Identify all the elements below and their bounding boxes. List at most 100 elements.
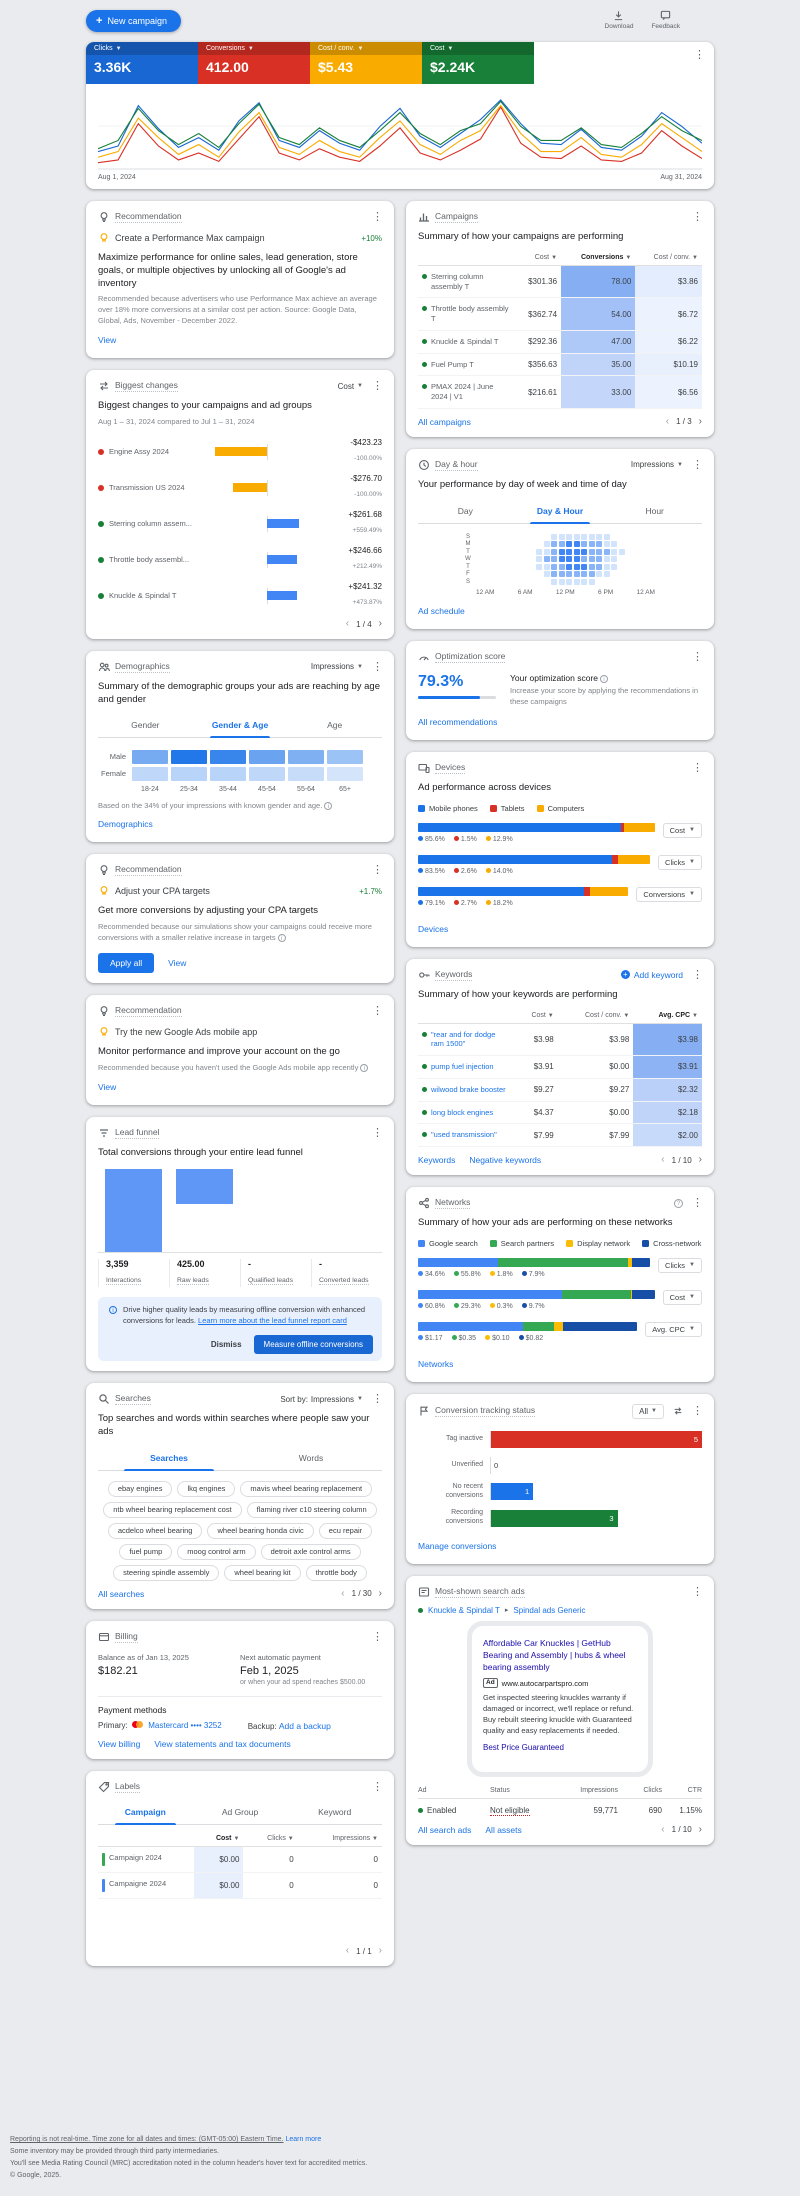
metric-selector-dropdown[interactable]: Clicks ▼	[658, 854, 702, 870]
tab-campaign[interactable]: Campaign	[98, 1801, 193, 1825]
tab-words[interactable]: Words	[298, 1452, 324, 1463]
column-header-ctr[interactable]: CTR	[687, 1786, 702, 1794]
all-assets-link[interactable]: All assets	[485, 1824, 522, 1835]
recommendation-item[interactable]: Create a Performance Max campaign +10%	[98, 232, 382, 244]
tab-gender-age[interactable]: Gender & Age	[193, 714, 288, 739]
metric-tile[interactable]: Conversions ▼ 412.00	[198, 42, 310, 84]
page-next-icon[interactable]: ›	[698, 1154, 702, 1165]
view-link[interactable]: View	[168, 957, 187, 968]
column-header-cost[interactable]: Cost ▼	[514, 1007, 558, 1024]
keyword-row[interactable]: wilwood brake booster $9.27 $9.27 $2.32	[418, 1078, 702, 1102]
search-term-chip[interactable]: fuel pump	[119, 1543, 173, 1560]
search-term-chip[interactable]: flaming river c10 steering column	[246, 1501, 377, 1518]
conversion-status-row[interactable]: Recording conversions 3	[418, 1509, 702, 1527]
search-term-chip[interactable]: detroit axle control arms	[260, 1543, 361, 1560]
column-header-conversions[interactable]: Conversions ▼	[561, 249, 636, 266]
label-row[interactable]: Campaigne 2024 $0.00 0 0	[98, 1872, 382, 1899]
conversion-status-row[interactable]: No recent conversions 1	[418, 1483, 702, 1501]
metric-selector-dropdown[interactable]: Cost ▼	[662, 1289, 702, 1305]
new-campaign-button[interactable]: + New campaign	[86, 10, 181, 32]
recommendation-item[interactable]: Try the new Google Ads mobile app	[98, 1026, 382, 1038]
kebab-menu-icon[interactable]: ⋮	[372, 1004, 383, 1017]
campaign-link[interactable]: Knuckle & Spindal T	[428, 1605, 500, 1615]
kebab-menu-icon[interactable]: ⋮	[372, 1126, 383, 1139]
ad-schedule-link[interactable]: Ad schedule	[418, 606, 465, 617]
page-next-icon[interactable]: ›	[378, 1945, 382, 1957]
column-header-impressions[interactable]: Impressions	[580, 1786, 618, 1794]
feedback-button[interactable]: Feedback	[651, 10, 680, 30]
swap-columns-icon[interactable]	[673, 1406, 683, 1416]
keywords-link[interactable]: Keywords	[418, 1155, 456, 1165]
column-header-impressions[interactable]: Impressions ▼	[297, 1830, 382, 1847]
help-icon[interactable]: ?	[674, 1198, 683, 1208]
view-link[interactable]: View	[98, 335, 117, 346]
keyword-row[interactable]: "used transmission" $7.99 $7.99 $2.00	[418, 1123, 702, 1147]
kebab-menu-icon[interactable]: ⋮	[692, 1197, 703, 1209]
keyword-row[interactable]: long block engines $4.37 $0.00 $2.18	[418, 1101, 702, 1125]
tab-gender[interactable]: Gender	[131, 720, 160, 731]
page-prev-icon[interactable]: ‹	[661, 1823, 665, 1835]
devices-link[interactable]: Devices	[418, 923, 449, 934]
page-prev-icon[interactable]: ‹	[661, 1154, 665, 1165]
page-prev-icon[interactable]: ‹	[345, 1945, 350, 1957]
kebab-menu-icon[interactable]: ⋮	[372, 1393, 383, 1406]
kebab-menu-icon[interactable]: ⋮	[694, 49, 705, 61]
column-header-cost-conv[interactable]: Cost / conv. ▼	[557, 1007, 634, 1024]
kebab-menu-icon[interactable]: ⋮	[692, 761, 703, 774]
add-backup-link[interactable]: Add a backup	[278, 1720, 331, 1731]
info-icon[interactable]: i	[360, 1063, 369, 1072]
tab-day[interactable]: Day	[457, 505, 473, 516]
info-icon[interactable]: i	[324, 802, 333, 811]
metric-selector-dropdown[interactable]: Cost ▼	[662, 822, 702, 838]
keyword-name[interactable]: "used transmission"	[431, 1130, 497, 1140]
page-next-icon[interactable]: ›	[378, 618, 382, 630]
networks-link[interactable]: Networks	[418, 1358, 454, 1369]
keyword-name[interactable]: wilwood brake booster	[431, 1084, 506, 1094]
primary-card-number[interactable]: Mastercard •••• 3252	[148, 1721, 222, 1731]
info-icon[interactable]: i	[277, 933, 286, 942]
page-prev-icon[interactable]: ‹	[665, 415, 670, 427]
campaign-row[interactable]: Throttle body assembly T $362.74 54.00 $…	[418, 297, 702, 331]
search-term-chip[interactable]: steering spindle assembly	[113, 1564, 220, 1581]
kebab-menu-icon[interactable]: ⋮	[692, 651, 703, 664]
metric-selector-dropdown[interactable]: Impressions ▼	[310, 662, 363, 672]
ad-sitelink[interactable]: Best Price Guaranteed	[483, 1742, 564, 1752]
recommendation-item[interactable]: Adjust your CPA targets +1.7%	[98, 885, 382, 897]
kebab-menu-icon[interactable]: ⋮	[372, 864, 383, 877]
kebab-menu-icon[interactable]: ⋮	[692, 211, 703, 223]
search-term-chip[interactable]: mavis wheel bearing replacement	[240, 1480, 373, 1497]
all-recommendations-link[interactable]: All recommendations	[418, 716, 498, 727]
label-row[interactable]: Campaign 2024 $0.00 0 0	[98, 1846, 382, 1873]
dismiss-button[interactable]: Dismiss	[210, 1340, 242, 1350]
kebab-menu-icon[interactable]: ⋮	[372, 660, 383, 673]
metric-tile[interactable]: Cost ▼ $2.24K	[422, 42, 534, 84]
search-term-chip[interactable]: wheel bearing honda civic	[207, 1522, 314, 1539]
column-header-status[interactable]: Status	[490, 1786, 510, 1794]
add-keyword-button[interactable]: + Add keyword	[620, 970, 683, 980]
manage-conversions-link[interactable]: Manage conversions	[418, 1540, 497, 1551]
learn-more-link[interactable]: Learn more	[285, 2136, 322, 2144]
status-filter-dropdown[interactable]: All ▼	[632, 1403, 664, 1419]
metric-tile[interactable]: Clicks ▼ 3.36K	[86, 42, 198, 84]
kebab-menu-icon[interactable]: ⋮	[692, 1585, 703, 1598]
metric-tile[interactable]: Cost / conv. ▼ $5.43	[310, 42, 422, 84]
kebab-menu-icon[interactable]: ⋮	[372, 380, 383, 393]
biggest-change-row[interactable]: Sterring column assem... +$261.68 +559.4…	[98, 506, 382, 542]
conversion-status-row[interactable]: Unverified 0	[418, 1456, 702, 1474]
biggest-change-row[interactable]: Throttle body assembl... +$246.66 +212.4…	[98, 542, 382, 578]
tab-hour[interactable]: Hour	[645, 505, 664, 516]
campaign-row[interactable]: Fuel Pump T $356.63 35.00 $10.19	[418, 353, 702, 377]
sort-by-dropdown[interactable]: Sort by: Impressions ▼	[280, 1394, 363, 1404]
kebab-menu-icon[interactable]: ⋮	[692, 968, 703, 981]
tab-searches[interactable]: Searches	[98, 1447, 240, 1471]
all-searches-link[interactable]: All searches	[98, 1588, 145, 1599]
column-header-cost-conv[interactable]: Cost / conv. ▼	[635, 249, 702, 266]
page-prev-icon[interactable]: ‹	[345, 618, 350, 630]
tab-keyword[interactable]: Keyword	[318, 1806, 352, 1817]
search-term-chip[interactable]: moog control arm	[177, 1543, 256, 1560]
search-term-chip[interactable]: ntb wheel bearing replacement cost	[103, 1501, 242, 1518]
measure-offline-conversions-button[interactable]: Measure offline conversions	[253, 1335, 373, 1355]
column-header-ad[interactable]: Ad	[418, 1786, 427, 1794]
keyword-name[interactable]: "rear and for dodge ram 1500"	[431, 1029, 496, 1049]
biggest-change-row[interactable]: Knuckle & Spindal T +$241.32 +473.87%	[98, 578, 382, 614]
